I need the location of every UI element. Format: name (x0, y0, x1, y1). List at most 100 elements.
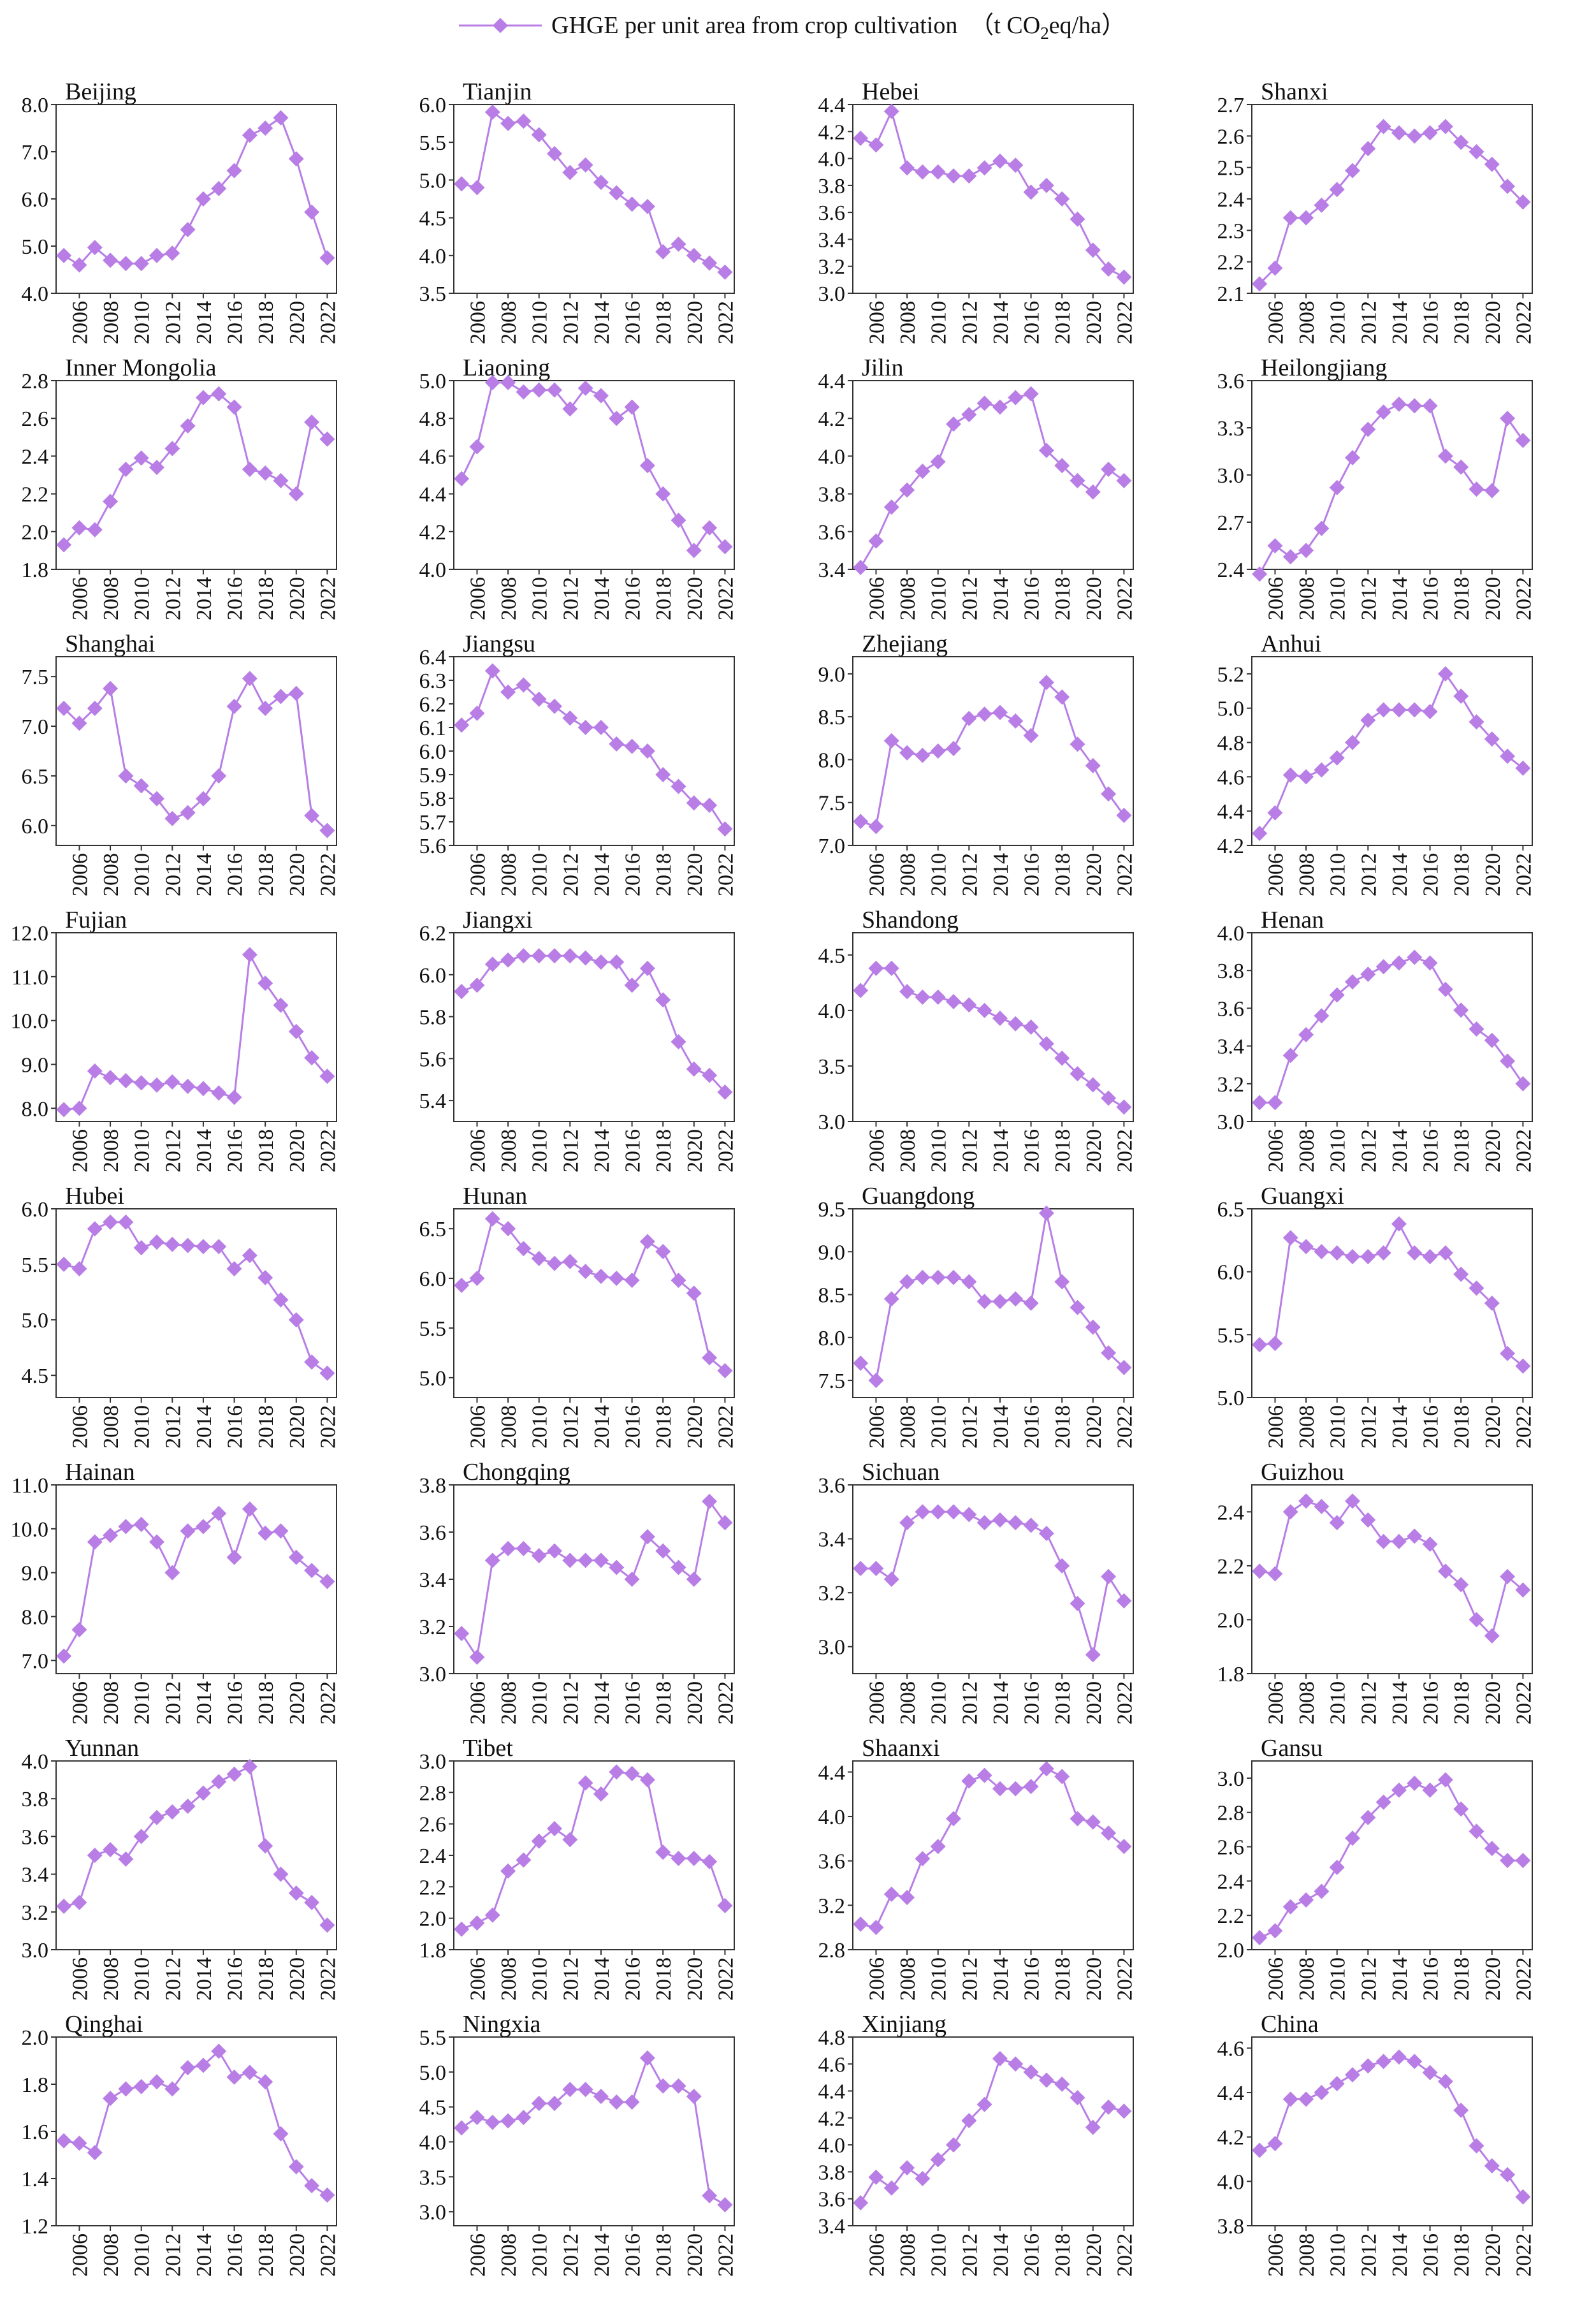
data-point (1116, 1099, 1132, 1115)
y-tick-label: 3.2 (818, 1582, 846, 1605)
data-point (577, 157, 593, 173)
data-point (531, 691, 547, 707)
x-tick-label: 2014 (989, 1405, 1013, 1449)
y-tick-label: 3.5 (419, 2166, 447, 2189)
x-tick-label: 2016 (224, 2233, 247, 2277)
y-tick-label: 8.0 (22, 1606, 49, 1630)
y-tick-label: 2.4 (22, 445, 49, 469)
data-point (961, 2113, 977, 2129)
x-tick-label: 2018 (652, 301, 676, 344)
data-point (1298, 1239, 1314, 1255)
data-point (211, 1505, 227, 1521)
plot-frame (852, 656, 1134, 846)
data-point (454, 1626, 470, 1642)
data-point (454, 984, 470, 1000)
series-line (860, 1213, 1125, 1383)
data-point (899, 984, 915, 1000)
x-tick-label: 2016 (1020, 1129, 1044, 1172)
plot-frame (852, 2036, 1134, 2226)
data-point (195, 191, 211, 207)
x-tick-label: 2014 (590, 1405, 614, 1449)
data-point (930, 1269, 946, 1285)
x-tick-label: 2008 (896, 1129, 920, 1172)
data-point (149, 460, 165, 476)
data-point (1453, 1577, 1469, 1593)
plot-frame (1251, 1760, 1533, 1950)
legend-marker (493, 18, 508, 33)
x-tick-label: 2010 (927, 301, 951, 344)
data-point (1085, 1814, 1101, 1830)
y-tick-label: 5.9 (419, 764, 447, 787)
data-point (976, 1515, 992, 1531)
data-point (304, 204, 320, 220)
data-point (304, 1563, 320, 1579)
data-point (1453, 1266, 1469, 1282)
data-point (686, 2089, 702, 2105)
data-point (1054, 2077, 1070, 2092)
x-tick-label: 2018 (254, 301, 278, 344)
x-tick-label: 2022 (1512, 301, 1535, 344)
x-tick-label: 2022 (714, 1681, 737, 1725)
data-point (118, 1072, 134, 1088)
x-tick-label: 2016 (1020, 1681, 1044, 1725)
data-point (1070, 1596, 1085, 1612)
y-tick-label: 3.0 (1217, 1111, 1245, 1134)
data-point (930, 743, 946, 759)
x-tick-label: 2016 (1020, 301, 1044, 344)
series-line (461, 954, 726, 1093)
y-tick-label: 3.8 (818, 483, 846, 507)
x-tick-label: 2010 (131, 1681, 154, 1725)
series-line (461, 669, 726, 829)
y-tick-label: 3.4 (818, 228, 846, 252)
y-tick-label: 3.8 (818, 2161, 846, 2184)
data-point (915, 164, 931, 180)
x-tick-label: 2014 (192, 1957, 216, 2001)
x-tick-label: 2006 (466, 853, 490, 896)
data-point (915, 464, 931, 479)
panel-xinjiang: Xinjiang 3.4 3.6 3.8 4.0 4.2 4.4 4.6 4.8 2006 2008… (818, 2011, 1137, 2277)
x-tick-label: 2006 (1264, 2233, 1288, 2277)
data-point (915, 1269, 931, 1285)
data-point (1345, 734, 1361, 750)
data-point (1038, 1036, 1054, 1052)
x-tick-label: 2022 (1512, 1957, 1535, 2001)
data-point (1345, 449, 1361, 465)
x-tick-label: 2018 (1051, 1129, 1075, 1172)
data-point (1469, 1021, 1484, 1037)
data-point (1054, 689, 1070, 705)
data-point (56, 247, 72, 263)
x-tick-label: 2014 (590, 1129, 614, 1172)
x-tick-label: 2020 (683, 1681, 707, 1725)
data-point (469, 1649, 485, 1665)
data-point (853, 982, 869, 998)
data-point (226, 399, 242, 415)
data-point (686, 1061, 702, 1077)
x-tick-label: 2008 (497, 2233, 521, 2277)
x-tick-label: 2012 (958, 1957, 982, 2001)
data-point (180, 222, 196, 238)
panel-hubei: Hubei 4.5 5.0 5.5 6.0 2006 2008 2010 2012 2014 201… (22, 1183, 340, 1449)
y-tick-label: 4.0 (1217, 922, 1245, 946)
data-point (1023, 1296, 1039, 1311)
x-tick-label: 2010 (528, 301, 552, 344)
data-point (484, 2114, 500, 2130)
legend: GHGE per unit area from crop cultivation… (459, 12, 1126, 43)
x-tick-label: 2008 (896, 853, 920, 896)
y-tick-label: 4.0 (818, 1000, 846, 1023)
data-point (686, 1285, 702, 1301)
data-point (946, 168, 962, 184)
data-point (1515, 1582, 1531, 1598)
x-tick-label: 2020 (286, 1681, 309, 1725)
data-point (609, 1559, 625, 1575)
data-point (1038, 177, 1054, 193)
x-tick-label: 2010 (131, 2233, 154, 2277)
y-tick-label: 4.4 (818, 1761, 846, 1785)
x-tick-label: 2020 (683, 301, 707, 344)
panel-yunnan: Yunnan 3.0 3.2 3.4 3.6 3.8 4.0 2006 2008 2010 2012… (22, 1735, 340, 2001)
data-point (609, 1271, 625, 1287)
data-point (1329, 1859, 1345, 1875)
data-point (500, 684, 516, 700)
data-point (258, 975, 273, 991)
series-line (860, 680, 1125, 828)
data-point (1008, 157, 1024, 173)
